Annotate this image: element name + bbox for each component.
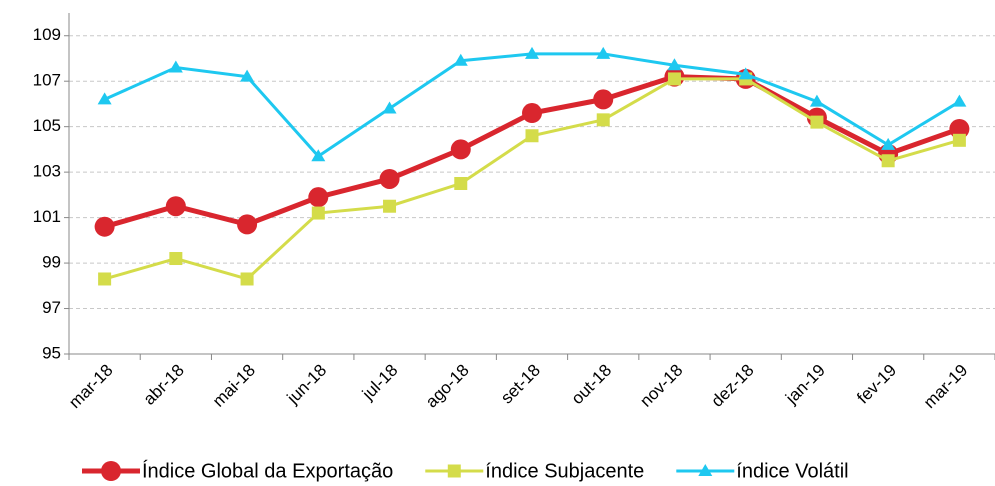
point [379, 168, 400, 189]
legend-marker [698, 464, 713, 476]
legend-label: Índice Global da Exportação [142, 459, 393, 482]
y-tick-label: 101 [33, 207, 61, 226]
point [237, 214, 258, 235]
point [311, 206, 325, 220]
point [596, 113, 610, 127]
legend-label: índice Volátil [736, 460, 848, 482]
point [738, 67, 753, 80]
point [308, 187, 329, 208]
y-tick-label: 103 [33, 162, 61, 181]
legend-label: índice Subjacente [485, 460, 644, 482]
point [667, 72, 681, 86]
x-tick-label: mar-18 [65, 361, 117, 413]
x-tick-label: ago-18 [422, 361, 473, 412]
point [383, 199, 397, 213]
point [98, 272, 112, 286]
point [94, 216, 115, 237]
y-tick-label: 99 [42, 253, 61, 272]
y-tick-label: 105 [33, 116, 61, 135]
point [168, 60, 183, 73]
legend-marker [101, 461, 121, 481]
x-tick-label: mar-19 [920, 361, 972, 413]
y-tick-label: 95 [42, 343, 61, 362]
legend-marker [447, 464, 461, 478]
point [667, 58, 682, 71]
point [97, 92, 112, 105]
point [952, 133, 966, 147]
y-tick-label: 109 [33, 25, 61, 44]
x-tick-label: jan-19 [781, 361, 829, 409]
point [453, 53, 468, 66]
x-tick-label: jun-18 [283, 361, 331, 409]
series-line [103, 74, 961, 230]
y-tick-label: 107 [33, 71, 61, 90]
y-tick-label: 97 [42, 298, 61, 317]
point [952, 94, 967, 107]
point [522, 103, 542, 124]
point [809, 94, 824, 107]
point [525, 129, 539, 143]
x-tick-label: set-18 [497, 361, 544, 408]
x-tick-label: dez-18 [707, 361, 757, 411]
point [593, 89, 614, 110]
point [240, 272, 254, 286]
point [596, 46, 611, 59]
point [810, 115, 824, 129]
point [169, 252, 183, 266]
point [165, 196, 186, 217]
x-tick-label: jul-18 [358, 361, 402, 405]
x-tick-label: nov-18 [636, 361, 686, 411]
point [311, 149, 326, 162]
point [881, 154, 895, 168]
x-tick-label: abr-18 [140, 361, 188, 409]
point [240, 69, 255, 82]
point [525, 46, 539, 59]
point [881, 137, 896, 150]
x-tick-label: out-18 [568, 361, 616, 409]
x-tick-label: fev-19 [853, 361, 900, 408]
point [450, 139, 471, 160]
x-tick-label: mai-18 [209, 361, 259, 411]
point [454, 177, 468, 190]
point [382, 101, 397, 114]
